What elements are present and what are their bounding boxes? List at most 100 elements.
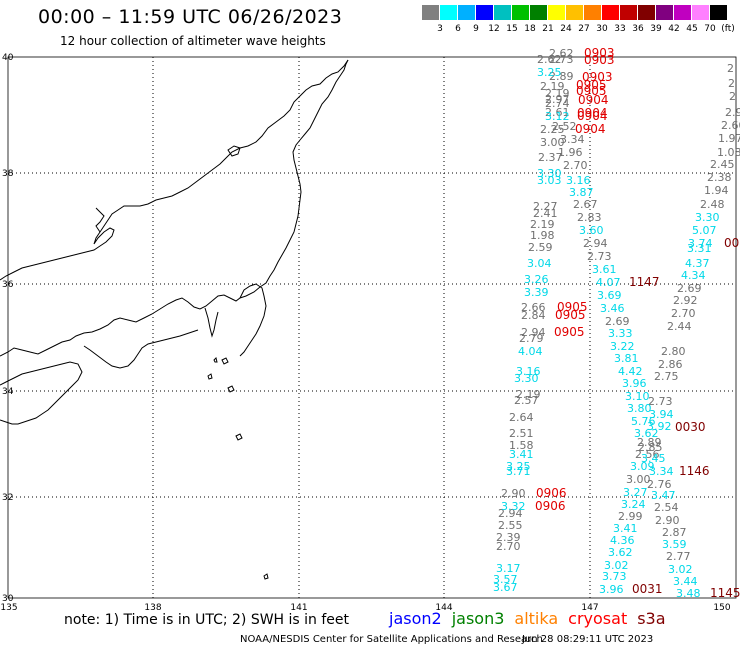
satellite-s3a: s3a bbox=[637, 609, 666, 628]
wave-height-label: 3.04 bbox=[527, 257, 552, 270]
wave-height-label: 3.48 bbox=[676, 587, 701, 600]
wave-height-label: 3.03 bbox=[537, 174, 562, 187]
wave-height-label: 2.94 bbox=[498, 507, 523, 520]
wave-height-label: 2.73 bbox=[549, 53, 574, 66]
wave-height-label: 1.98 bbox=[530, 229, 555, 242]
wave-height-label: 3.41 bbox=[613, 522, 638, 535]
wave-height-label: 2.51 bbox=[509, 427, 534, 440]
small-island-a bbox=[207, 373, 213, 380]
shikoku-coast bbox=[0, 361, 83, 425]
wave-height-label: 3.67 bbox=[493, 581, 518, 594]
wave-height-label: 3.62 bbox=[608, 546, 633, 559]
wave-height-label: 4.34 bbox=[681, 269, 706, 282]
wave-height-label: 2.59 bbox=[528, 241, 553, 254]
credit-line: NOAA/NESDIS Center for Satellite Applica… bbox=[240, 634, 543, 645]
wave-height-label: 3.74 bbox=[688, 237, 713, 250]
pass-time-label: 1145 bbox=[710, 586, 740, 600]
pass-time-label: 0904 bbox=[575, 122, 606, 136]
color-swatch bbox=[548, 5, 565, 20]
pass-time-label: 0903 bbox=[584, 46, 615, 60]
color-swatch bbox=[494, 5, 511, 20]
wave-height-label: 1.96 bbox=[558, 146, 583, 159]
wave-height-label: 3.31 bbox=[687, 242, 712, 255]
pass-time-label: 00 bbox=[724, 236, 739, 250]
wave-height-label: 2.45 bbox=[710, 158, 735, 171]
wave-height-label: 2.84 bbox=[521, 309, 546, 322]
wave-height-label: 1.97 bbox=[718, 132, 740, 145]
latitude-label: 36 bbox=[2, 280, 14, 290]
pass-time-label: 1146 bbox=[679, 464, 710, 478]
wave-height-label: 3.12 bbox=[545, 110, 570, 123]
satellite-legend: jason2 jason3 altika cryosat s3a bbox=[389, 609, 676, 628]
wave-height-label: 4.42 bbox=[618, 365, 643, 378]
footer-note: note: 1) Time is in UTC; 2) SWH is in fe… bbox=[64, 612, 350, 628]
wave-height-label: 3.30 bbox=[695, 211, 720, 224]
color-scale-label: 45 bbox=[686, 24, 698, 34]
tokyo-bay-coast bbox=[239, 283, 267, 357]
wave-height-label: 3.24 bbox=[621, 498, 646, 511]
wave-height-label: 2.37 bbox=[538, 151, 563, 164]
wave-height-label: 2.70 bbox=[671, 307, 696, 320]
izu-island-2 bbox=[227, 385, 235, 393]
color-swatch bbox=[638, 5, 655, 20]
wave-height-label: 2.62 bbox=[549, 47, 574, 60]
wave-height-label: 3.02 bbox=[604, 559, 629, 572]
wave-height-label: 3.61 bbox=[592, 263, 617, 276]
wave-height-label: 2.99 bbox=[618, 510, 643, 523]
pass-time-label: 0030 bbox=[675, 420, 706, 434]
wave-height-label: 3.62 bbox=[634, 427, 659, 440]
wave-height-label: 2.69 bbox=[677, 282, 702, 295]
pass-time-label: 0904 bbox=[577, 106, 608, 120]
wave-height-label: 3.17 bbox=[496, 562, 521, 575]
pass-time-label: 1147 bbox=[629, 275, 660, 289]
color-swatch bbox=[584, 5, 601, 20]
wave-height-label: 2.70 bbox=[496, 540, 521, 553]
wave-height-label: 3.00 bbox=[626, 473, 651, 486]
pass-time-label: 0031 bbox=[632, 582, 663, 596]
wave-height-label: 3.10 bbox=[625, 390, 650, 403]
wave-height-label: 2.62 bbox=[537, 53, 562, 66]
pass-time-label: 0905 bbox=[557, 300, 588, 314]
latitude-label: 38 bbox=[2, 169, 14, 179]
wave-height-label: 2.70 bbox=[563, 159, 588, 172]
wave-height-label: 2.54 bbox=[654, 501, 679, 514]
color-swatch bbox=[422, 5, 439, 20]
wave-height-label: 4.07 bbox=[596, 276, 621, 289]
wave-height-label: 3.87 bbox=[569, 186, 594, 199]
wave-height-label: 3.16 bbox=[566, 174, 591, 187]
wave-height-label: 2.90 bbox=[655, 514, 680, 527]
wave-height-label: 3.69 bbox=[597, 289, 622, 302]
wave-height-label: 2.73 bbox=[648, 395, 673, 408]
wave-height-label: 2.56 bbox=[635, 448, 660, 461]
color-scale-label: 70 bbox=[704, 24, 716, 34]
latitude-label: 40 bbox=[2, 53, 14, 63]
izu-island-4 bbox=[263, 573, 269, 580]
color-scale-label: 30 bbox=[596, 24, 608, 34]
wave-height-label: 2.27 bbox=[533, 200, 558, 213]
sado-island bbox=[227, 145, 241, 157]
wave-height-label: 2.80 bbox=[661, 345, 686, 358]
izu-peninsula-coast bbox=[204, 307, 219, 338]
longitude-label: 135 bbox=[0, 603, 17, 613]
satellite-altika: altika bbox=[514, 609, 559, 628]
wave-height-label: 3.81 bbox=[614, 352, 639, 365]
satellite-jason2: jason2 bbox=[389, 609, 442, 628]
color-scale-label: (ft) bbox=[721, 24, 735, 34]
wave-height-label: 2.86 bbox=[658, 358, 683, 371]
color-scale-label: 18 bbox=[524, 24, 536, 34]
izu-island-3 bbox=[235, 433, 243, 441]
wave-height-label: 2.69 bbox=[605, 315, 630, 328]
wave-height-label: 3.22 bbox=[610, 340, 635, 353]
wave-height-label: 2.73 bbox=[587, 250, 612, 263]
wave-height-label: 2.25 bbox=[540, 123, 565, 136]
wave-height-label: 2.48 bbox=[700, 198, 725, 211]
wave-height-label: 2.92 bbox=[673, 294, 698, 307]
color-swatch bbox=[458, 5, 475, 20]
longitude-label: 150 bbox=[713, 603, 730, 613]
pass-time-label: 0905 bbox=[576, 84, 607, 98]
longitude-label: 147 bbox=[581, 603, 598, 613]
wave-height-label: 3.46 bbox=[600, 302, 625, 315]
wave-height-label: 4.04 bbox=[518, 345, 543, 358]
